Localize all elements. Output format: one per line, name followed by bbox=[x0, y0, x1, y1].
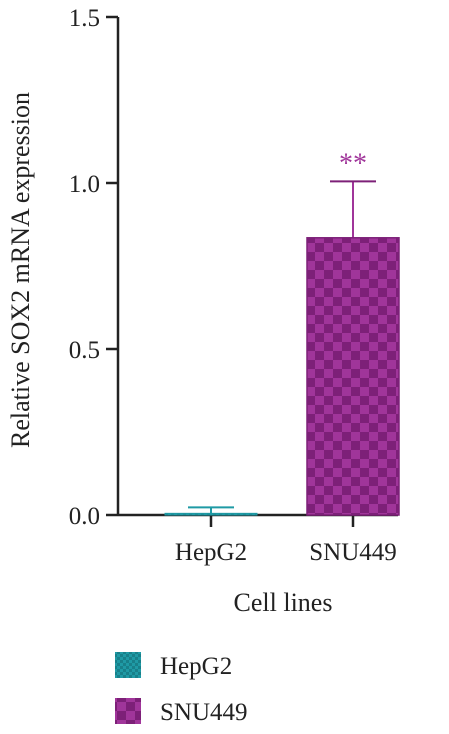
legend-label-hepg2: HepG2 bbox=[160, 653, 232, 680]
x-axis-title: Cell lines bbox=[234, 588, 333, 617]
x-tick-label-snu449: SNU449 bbox=[309, 539, 397, 566]
y-tick-label: 1.5 bbox=[69, 5, 100, 32]
legend-swatch-snu449 bbox=[115, 698, 141, 724]
x-tick-label-hepg2: HepG2 bbox=[175, 539, 247, 566]
legend-swatch-hepg2 bbox=[115, 652, 141, 678]
y-tick-label: 1.0 bbox=[69, 171, 100, 198]
y-tick-label: 0.5 bbox=[69, 337, 100, 364]
x-axis-ticks: HepG2 SNU449 bbox=[175, 515, 397, 566]
legend-label-snu449: SNU449 bbox=[160, 699, 248, 726]
bars: ** bbox=[164, 148, 400, 516]
legend: HepG2 SNU449 bbox=[115, 652, 248, 726]
bar-hepg2 bbox=[164, 512, 258, 516]
significance-marker: ** bbox=[339, 148, 367, 179]
y-tick-label: 0.0 bbox=[69, 503, 100, 530]
y-axis-title: Relative SOX2 mRNA expression bbox=[6, 92, 35, 448]
y-axis-ticks: 0.0 0.5 1.0 1.5 bbox=[69, 5, 118, 530]
bar-snu449 bbox=[306, 237, 400, 516]
